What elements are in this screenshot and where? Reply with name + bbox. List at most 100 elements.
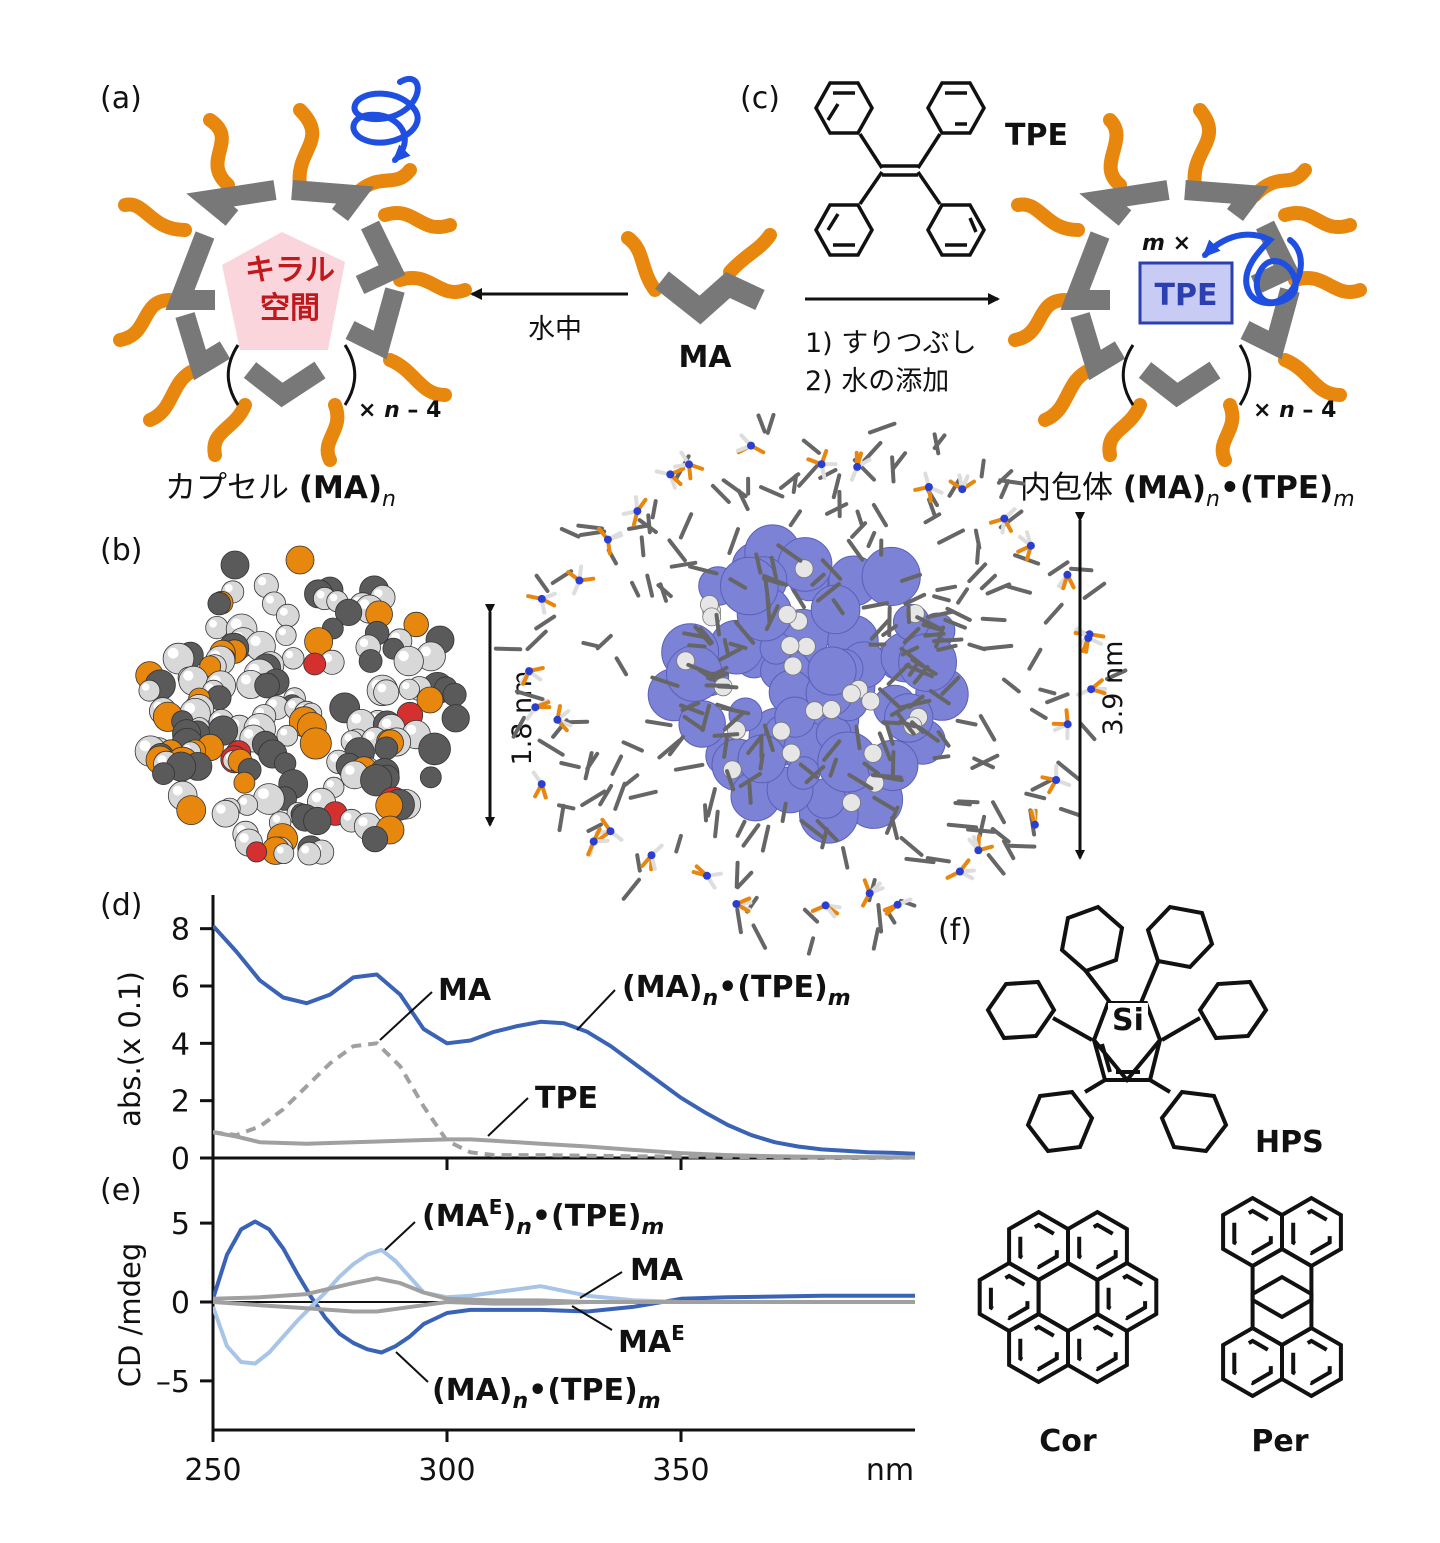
- bond-stick: [1030, 778, 1054, 792]
- atom-sphere: [254, 672, 280, 699]
- atom-sphere: [303, 806, 332, 836]
- atom-sphere: [442, 682, 467, 707]
- atom-highlight: [406, 724, 417, 735]
- nitrogen-atom: [1000, 514, 1009, 523]
- helix-arrow-icon: [1202, 231, 1304, 307]
- bond-stick: [881, 720, 902, 726]
- bond-stick: [725, 769, 736, 792]
- bond-stick: [621, 740, 644, 753]
- panel-label-d: (d): [100, 888, 142, 923]
- bond-stick: [667, 735, 685, 757]
- bond-stick: [855, 509, 865, 528]
- coronene-inner-bond: [1018, 1222, 1059, 1270]
- tpe-guest-box: [1138, 261, 1234, 325]
- guest-hydrogen: [863, 744, 883, 763]
- bond-stick: [682, 714, 706, 732]
- bond-stick: [1056, 760, 1082, 782]
- atom-highlight: [272, 815, 281, 823]
- atom-highlight: [142, 683, 150, 691]
- bond-stick: [956, 799, 980, 805]
- atom-sphere: [273, 843, 295, 864]
- atom-sphere: [398, 678, 420, 700]
- perylene-inner-bond: [1232, 1338, 1273, 1386]
- atom-highlight: [344, 733, 353, 742]
- atom-highlight: [365, 731, 375, 741]
- panel-label-a: (a): [100, 81, 142, 116]
- guest-hydrogen: [771, 721, 791, 741]
- bond-stick: [525, 629, 548, 652]
- hps-structure: [985, 904, 1269, 1154]
- nitrogen-atom: [1084, 634, 1093, 642]
- atom-highlight: [285, 650, 294, 659]
- bond-stick: [1047, 560, 1070, 577]
- atom-highlight: [398, 650, 409, 662]
- atom-highlight: [183, 670, 194, 681]
- bond-stick: [891, 451, 908, 471]
- chart-d-series: [213, 924, 915, 1160]
- bond-stick: [1027, 647, 1043, 671]
- atom-sphere: [285, 545, 315, 575]
- chart-e-ylabel: CD /mdeg: [113, 1243, 147, 1387]
- nitrogen-atom: [747, 441, 755, 450]
- tpe-structure: [813, 81, 987, 257]
- bond-stick: [511, 715, 526, 739]
- bond-stick: [871, 503, 888, 528]
- chart-e-annot-ma: MA: [630, 1253, 684, 1288]
- bond-stick: [581, 640, 599, 649]
- atom-sphere: [253, 783, 285, 815]
- bond-stick: [936, 730, 951, 748]
- si-label: Si: [1112, 1003, 1144, 1038]
- atom-highlight: [250, 635, 261, 647]
- chart-d-annotations: MA (MA)n•(TPE)m TPE: [379, 970, 851, 1137]
- bond-stick: [946, 822, 979, 830]
- bond-stick: [831, 473, 842, 500]
- nitrogen-atom: [633, 507, 642, 516]
- atom-sphere: [303, 652, 327, 676]
- bond-stick: [970, 753, 1000, 770]
- atom-sphere: [205, 615, 229, 640]
- bond-stick: [932, 754, 951, 761]
- nitrogen-atom: [853, 462, 862, 471]
- bond-stick: [710, 483, 731, 504]
- atom-highlight: [241, 674, 251, 685]
- si-label-bg: [1108, 1003, 1148, 1037]
- bond-stick: [623, 773, 640, 788]
- panel-label-f: (f): [938, 913, 972, 948]
- coronene-inner-bond: [1018, 1324, 1059, 1372]
- perylene-inner-bond: [1291, 1208, 1332, 1256]
- atom-highlight: [209, 619, 217, 628]
- coronene-ring: [1066, 1209, 1129, 1283]
- atom-highlight: [265, 595, 275, 604]
- atom-highlight: [358, 817, 368, 827]
- atom-sphere: [220, 550, 250, 580]
- bond-stick: [991, 800, 1006, 825]
- guest-hydrogen: [797, 637, 816, 656]
- nitrogen-atom: [732, 900, 741, 908]
- bond-stick: [712, 732, 740, 738]
- bond-stick: [557, 803, 576, 811]
- bond-stick: [765, 412, 776, 435]
- bond-stick: [907, 694, 925, 710]
- bond-stick: [650, 499, 658, 520]
- guest-hydrogen: [842, 684, 861, 704]
- bond-stick: [674, 833, 683, 854]
- chart-e-annotations: (MAE)n•(TPE)m MA MAE (MA)n•(TPE)m: [384, 1195, 685, 1414]
- bond-stick: [966, 827, 996, 834]
- bond-stick: [758, 752, 765, 771]
- chart-d-annot-complex: (MA)n•(TPE)m: [622, 970, 851, 1011]
- bond-stick: [762, 723, 775, 753]
- chart-e-xtick-label-0: 250: [184, 1453, 241, 1488]
- atom-highlight: [230, 618, 242, 630]
- bond-stick: [867, 421, 897, 435]
- bond-stick: [798, 762, 819, 779]
- bond-stick: [904, 663, 934, 679]
- bond-stick: [1105, 668, 1128, 681]
- bond-stick: [598, 784, 614, 807]
- bond-stick: [940, 675, 961, 696]
- bond-stick: [733, 620, 756, 645]
- perylene-ring: [1250, 1246, 1314, 1320]
- bond-stick: [751, 923, 768, 950]
- chart-e-annot-mae-complex: (MAE)n•(TPE)m: [422, 1195, 664, 1240]
- atom-sphere: [282, 647, 305, 670]
